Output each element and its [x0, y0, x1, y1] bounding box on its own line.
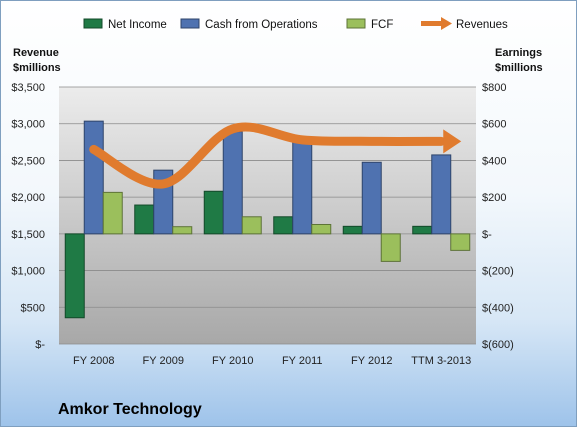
bar-fcf: [241, 216, 262, 235]
left-axis-title-line2: $millions: [13, 62, 61, 74]
legend-label: FCF: [371, 19, 393, 31]
right-axis-title-line1: Earnings: [495, 47, 542, 59]
revenues-arrowhead: [443, 129, 462, 154]
bar-net-income: [273, 216, 294, 235]
left-tick-label: $500: [21, 302, 45, 314]
legend-swatch: [180, 18, 200, 29]
right-tick-label: $-: [482, 229, 492, 241]
left-tick-label: $1,500: [11, 229, 45, 241]
right-tick-label: $(400): [482, 302, 514, 314]
right-tick-label: $400: [482, 155, 506, 167]
bar-net-income: [134, 204, 155, 235]
bar-cash-from-operations: [431, 154, 452, 235]
left-tick-label: $1,000: [11, 266, 45, 278]
bar-cash-from-operations: [83, 120, 104, 235]
legend-swatch-arrow: [441, 17, 452, 30]
legend-label: Revenues: [456, 19, 508, 31]
bar-fcf: [450, 233, 471, 251]
left-axis-title-line1: Revenue: [13, 47, 59, 59]
left-tick-label: $2,500: [11, 155, 45, 167]
right-tick-label: $(200): [482, 266, 514, 278]
company-name: Amkor Technology: [58, 401, 202, 418]
x-tick-label: FY 2009: [143, 355, 184, 367]
right-axis-title-line2: $millions: [495, 62, 543, 74]
right-tick-label: $600: [482, 119, 506, 131]
left-tick-label: $3,000: [11, 119, 45, 131]
bar-net-income: [342, 225, 363, 235]
x-tick-label: FY 2008: [73, 355, 114, 367]
bar-net-income: [412, 225, 433, 235]
x-tick-label: TTM 3-2013: [411, 355, 471, 367]
right-tick-label: $200: [482, 192, 506, 204]
left-tick-label: $-: [35, 339, 45, 351]
bar-fcf: [311, 223, 332, 235]
bar-fcf: [102, 191, 123, 235]
bar-net-income: [64, 233, 85, 319]
x-tick-label: FY 2012: [351, 355, 392, 367]
x-tick-label: FY 2011: [282, 355, 323, 367]
right-tick-label: $800: [482, 82, 506, 94]
bar-cash-from-operations: [222, 131, 243, 235]
bar-net-income: [203, 190, 224, 235]
right-tick-label: $(600): [482, 339, 514, 351]
legend-label: Net Income: [108, 19, 167, 31]
revenues-line: [89, 122, 446, 189]
bar-cash-from-operations: [361, 161, 382, 235]
bar-fcf: [380, 233, 401, 262]
legend-label: Cash from Operations: [205, 19, 318, 31]
legend-swatch: [83, 18, 103, 29]
left-tick-label: $3,500: [11, 82, 45, 94]
left-tick-label: $2,000: [11, 192, 45, 204]
legend-swatch: [346, 18, 366, 29]
x-tick-label: FY 2010: [212, 355, 253, 367]
bar-cash-from-operations: [292, 138, 313, 235]
bar-fcf: [172, 226, 193, 235]
